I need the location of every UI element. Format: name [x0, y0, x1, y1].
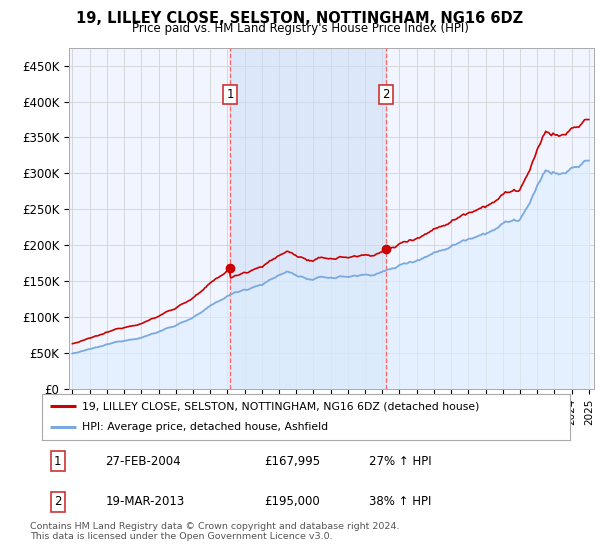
Text: £167,995: £167,995 — [264, 455, 320, 468]
Text: Price paid vs. HM Land Registry's House Price Index (HPI): Price paid vs. HM Land Registry's House … — [131, 22, 469, 35]
Text: 27-FEB-2004: 27-FEB-2004 — [106, 455, 181, 468]
Text: 1: 1 — [54, 455, 62, 468]
Text: 38% ↑ HPI: 38% ↑ HPI — [370, 496, 432, 508]
Text: 19, LILLEY CLOSE, SELSTON, NOTTINGHAM, NG16 6DZ (detached house): 19, LILLEY CLOSE, SELSTON, NOTTINGHAM, N… — [82, 401, 479, 411]
Text: 19, LILLEY CLOSE, SELSTON, NOTTINGHAM, NG16 6DZ: 19, LILLEY CLOSE, SELSTON, NOTTINGHAM, N… — [76, 11, 524, 26]
Bar — [230, 48, 386, 389]
Text: HPI: Average price, detached house, Ashfield: HPI: Average price, detached house, Ashf… — [82, 422, 328, 432]
Text: 27% ↑ HPI: 27% ↑ HPI — [370, 455, 432, 468]
Text: £195,000: £195,000 — [264, 496, 320, 508]
Text: 2: 2 — [54, 496, 62, 508]
Text: 19-MAR-2013: 19-MAR-2013 — [106, 496, 185, 508]
Text: 1: 1 — [226, 88, 233, 101]
Text: 2: 2 — [382, 88, 390, 101]
Text: Contains HM Land Registry data © Crown copyright and database right 2024.
This d: Contains HM Land Registry data © Crown c… — [30, 522, 400, 542]
